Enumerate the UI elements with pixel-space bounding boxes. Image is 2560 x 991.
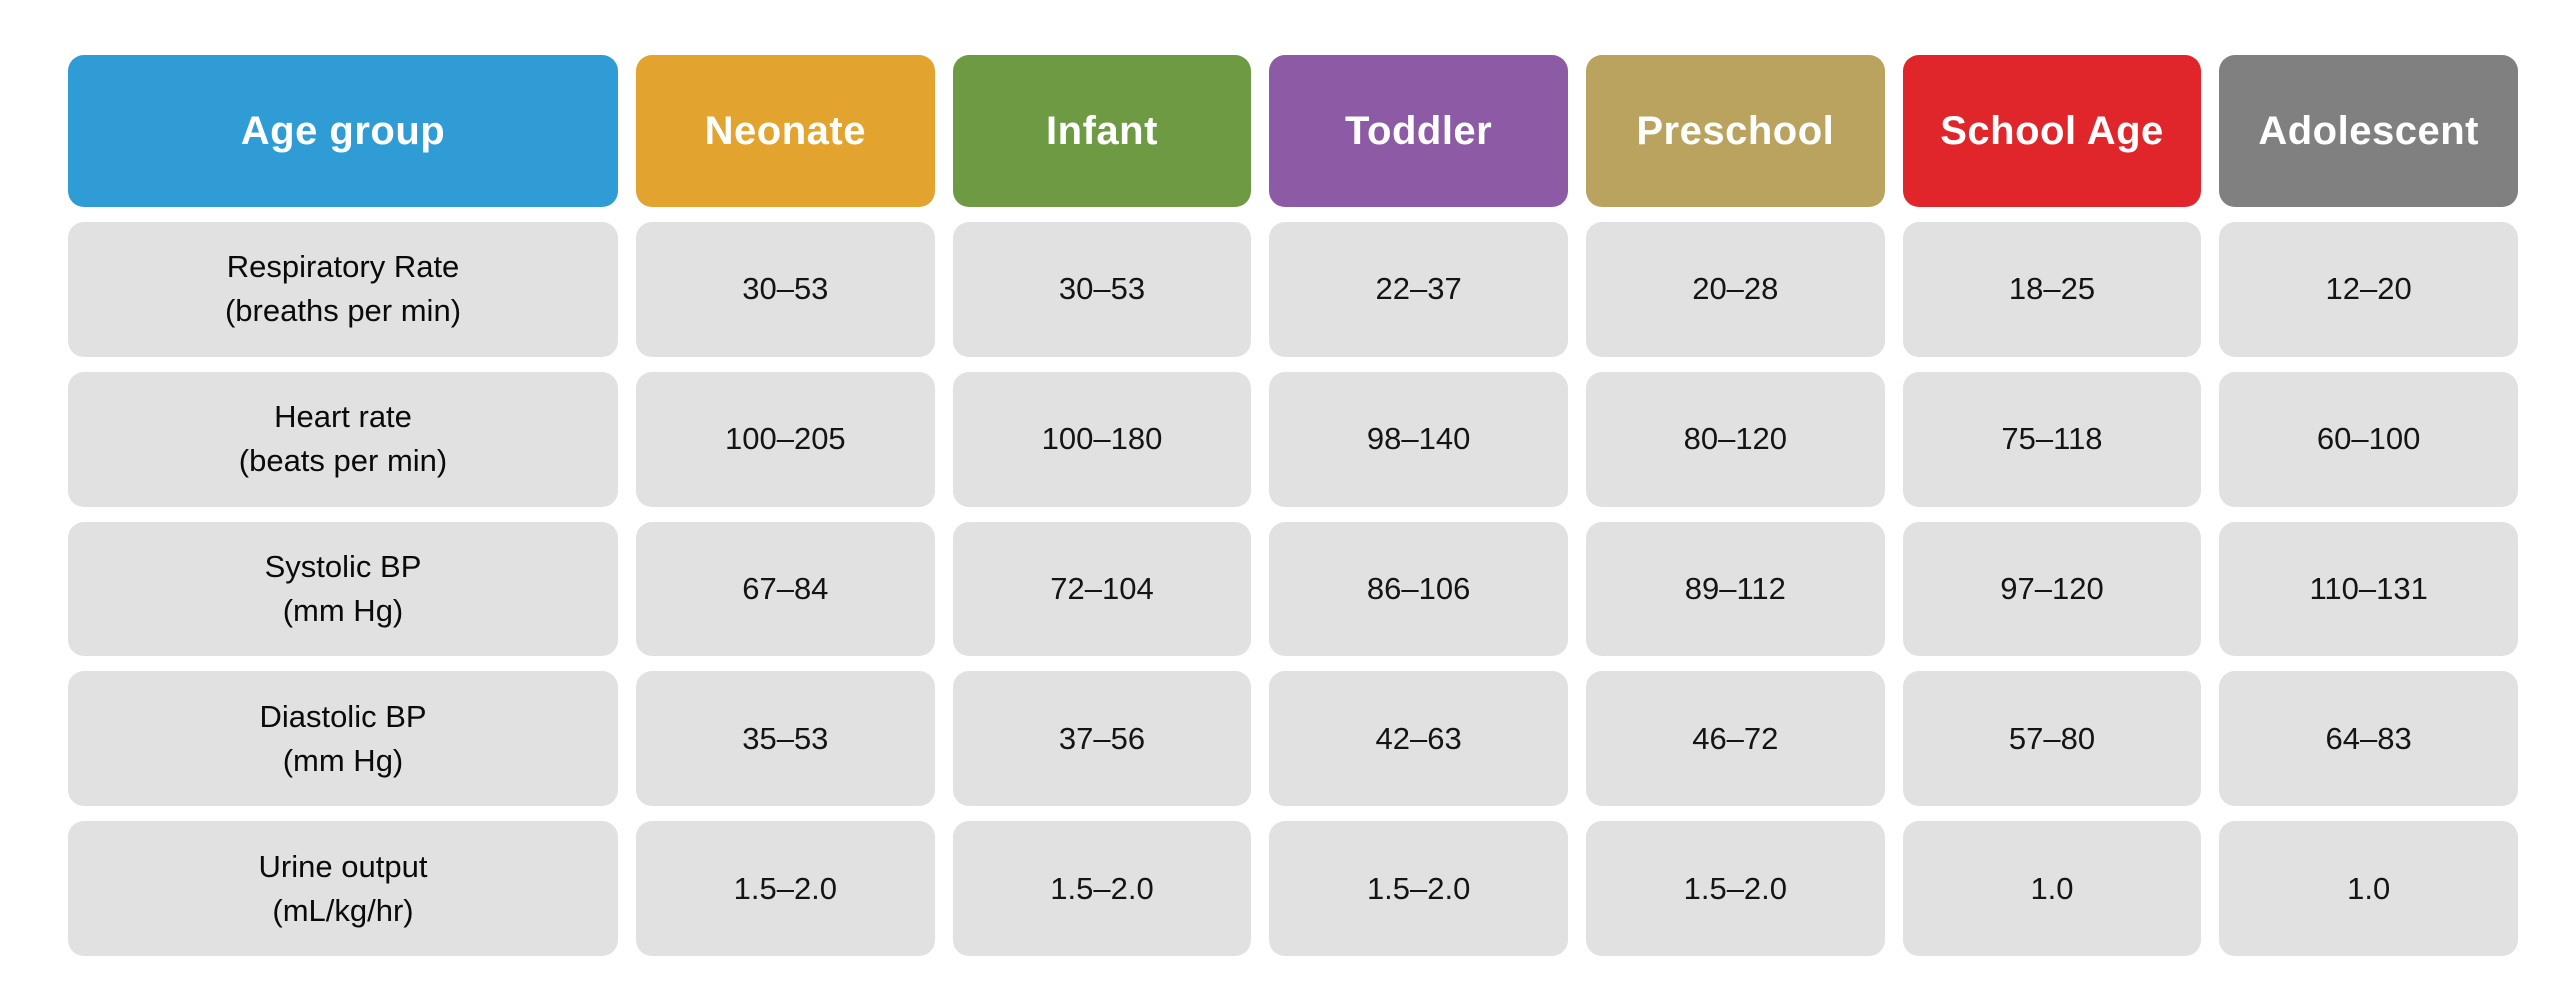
cell-systolic-school-age: 97–120: [1902, 521, 2202, 657]
cell-urine-infant: 1.5–2.0: [952, 821, 1252, 956]
row-label-systolic-bp: Systolic BP (mm Hg): [68, 521, 618, 657]
row-label-name: Diastolic BP: [259, 698, 427, 734]
cell-urine-adolescent: 1.0: [2219, 821, 2518, 956]
cell-urine-toddler: 1.5–2.0: [1269, 821, 1568, 956]
cell-heart-rate-preschool: 80–120: [1585, 371, 1885, 507]
cell-systolic-neonate: 67–84: [636, 521, 935, 657]
cell-heart-rate-adolescent: 60–100: [2219, 371, 2518, 507]
cell-heart-rate-neonate: 100–205: [636, 371, 935, 507]
cell-heart-rate-toddler: 98–140: [1269, 371, 1568, 507]
row-label-heart-rate: Heart rate (beats per min): [68, 371, 618, 507]
cell-respiratory-neonate: 30–53: [636, 222, 935, 357]
row-label-unit: (mL/kg/hr): [272, 892, 414, 928]
cell-diastolic-preschool: 46–72: [1585, 671, 1885, 807]
row-label-name: Heart rate: [274, 399, 412, 435]
cell-respiratory-preschool: 20–28: [1585, 222, 1885, 357]
row-label-name: Respiratory Rate: [226, 249, 460, 285]
cell-diastolic-toddler: 42–63: [1269, 671, 1568, 807]
cell-diastolic-infant: 37–56: [952, 671, 1252, 807]
row-label-diastolic-bp: Diastolic BP (mm Hg): [68, 671, 618, 807]
header-school-age: School Age: [1902, 55, 2202, 207]
row-label-urine-output: Urine output (mL/kg/hr): [68, 821, 618, 956]
cell-systolic-infant: 72–104: [952, 521, 1252, 657]
cell-systolic-toddler: 86–106: [1269, 521, 1568, 657]
row-label-unit: (mm Hg): [282, 742, 404, 778]
header-age-group: Age group: [68, 55, 618, 207]
header-adolescent: Adolescent: [2219, 55, 2518, 207]
row-label-name: Urine output: [258, 848, 428, 884]
row-label-name: Systolic BP: [264, 548, 422, 584]
cell-respiratory-school-age: 18–25: [1902, 222, 2202, 357]
header-neonate: Neonate: [636, 55, 935, 207]
header-toddler: Toddler: [1269, 55, 1568, 207]
cell-heart-rate-infant: 100–180: [952, 371, 1252, 507]
cell-respiratory-adolescent: 12–20: [2219, 222, 2518, 357]
cell-respiratory-toddler: 22–37: [1269, 222, 1568, 357]
cell-systolic-preschool: 89–112: [1585, 521, 1885, 657]
row-label-unit: (beats per min): [238, 443, 448, 479]
header-preschool: Preschool: [1585, 55, 1885, 207]
cell-respiratory-infant: 30–53: [952, 222, 1252, 357]
row-label-unit: (mm Hg): [282, 592, 404, 628]
row-label-respiratory-rate: Respiratory Rate (breaths per min): [68, 222, 618, 357]
header-infant: Infant: [952, 55, 1252, 207]
cell-urine-school-age: 1.0: [1902, 821, 2202, 956]
cell-diastolic-adolescent: 64–83: [2219, 671, 2518, 807]
cell-urine-preschool: 1.5–2.0: [1585, 821, 1885, 956]
cell-heart-rate-school-age: 75–118: [1902, 371, 2202, 507]
cell-urine-neonate: 1.5–2.0: [636, 821, 935, 956]
cell-diastolic-neonate: 35–53: [636, 671, 935, 807]
row-label-unit: (breaths per min): [224, 293, 462, 329]
vital-signs-table: Age group Neonate Infant Toddler Prescho…: [68, 55, 2518, 956]
cell-systolic-adolescent: 110–131: [2219, 521, 2518, 657]
cell-diastolic-school-age: 57–80: [1902, 671, 2202, 807]
